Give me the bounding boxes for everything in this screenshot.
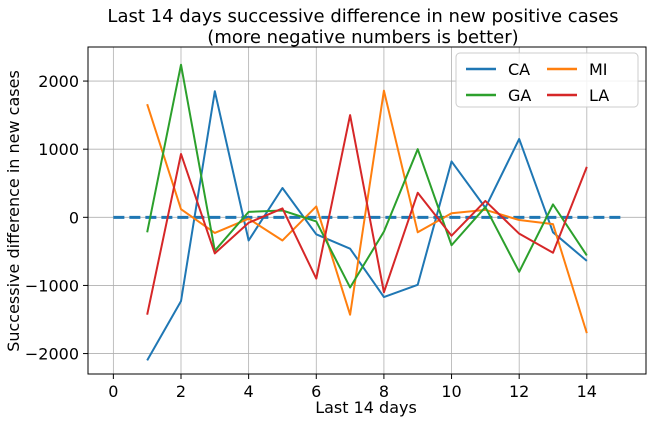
chart-title: Last 14 days successive difference in ne…	[107, 6, 618, 27]
x-tick-label: 4	[244, 382, 254, 401]
series-line-ca	[146, 90, 588, 361]
series-line-ga	[146, 63, 588, 289]
series-line-mi	[146, 89, 588, 334]
legend-box	[455, 52, 639, 108]
y-tick-label: −2000	[25, 345, 79, 364]
plot-area-frame	[87, 46, 647, 375]
data-series	[146, 63, 588, 361]
x-tick-label: 2	[176, 382, 186, 401]
chart-subtitle: (more negative numbers is better)	[207, 27, 518, 48]
x-axis-ticks: 0 2 4 6 8 10 12 14	[108, 374, 597, 401]
legend: CA MI GA LA	[455, 52, 639, 108]
x-tick-label: 10	[441, 382, 461, 401]
x-tick-label: 6	[311, 382, 321, 401]
y-tick-label: 0	[69, 208, 79, 227]
x-tick-label: 8	[379, 382, 389, 401]
y-tick-label: −1000	[25, 276, 79, 295]
y-tick-label: 2000	[38, 72, 79, 91]
series-line-la	[146, 114, 588, 315]
x-tick-label: 14	[577, 382, 597, 401]
x-axis-label: Last 14 days	[315, 398, 417, 417]
y-axis-ticks: −2000 −1000 0 1000 2000	[25, 72, 88, 364]
legend-label-ca: CA	[508, 60, 530, 79]
legend-label-mi: MI	[589, 60, 608, 79]
x-tick-label: 12	[509, 382, 529, 401]
y-tick-label: 1000	[38, 140, 79, 159]
legend-label-ga: GA	[508, 86, 531, 105]
x-tick-label: 0	[108, 382, 118, 401]
y-axis-label: Successive difference in new cases	[4, 70, 23, 352]
legend-label-la: LA	[589, 86, 609, 105]
